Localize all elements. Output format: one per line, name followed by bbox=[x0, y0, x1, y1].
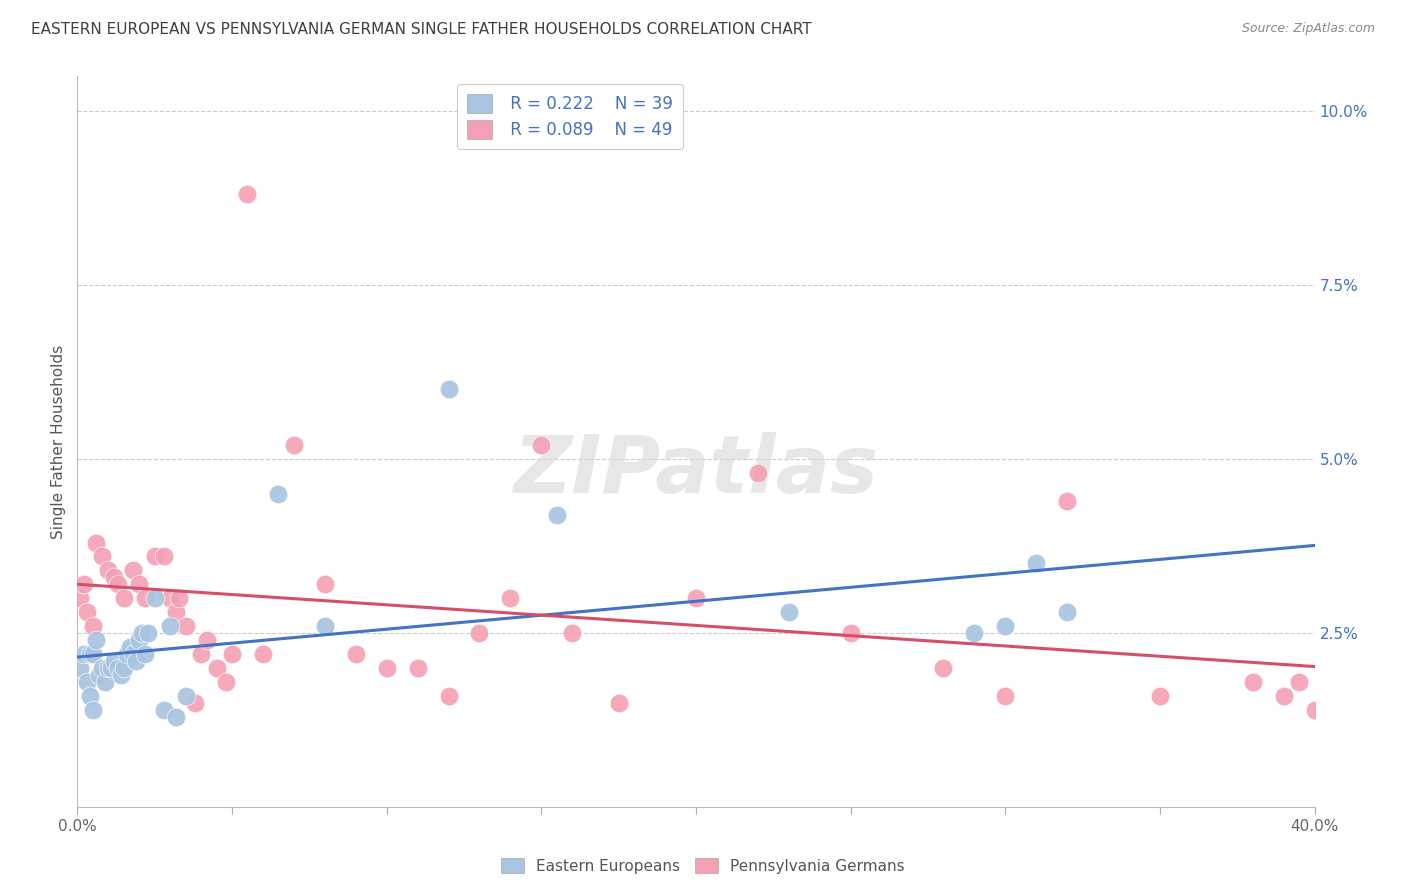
Point bbox=[607, 696, 630, 710]
Legend: Eastern Europeans, Pennsylvania Germans: Eastern Europeans, Pennsylvania Germans bbox=[495, 852, 911, 880]
Point bbox=[76, 605, 98, 619]
Point bbox=[107, 577, 129, 591]
Point bbox=[103, 654, 125, 668]
Point bbox=[561, 626, 583, 640]
Point bbox=[174, 689, 197, 703]
Point bbox=[314, 619, 336, 633]
Point bbox=[112, 591, 135, 606]
Point bbox=[685, 591, 707, 606]
Point bbox=[195, 633, 218, 648]
Point bbox=[437, 689, 460, 703]
Point bbox=[963, 626, 986, 640]
Point bbox=[134, 647, 156, 661]
Point bbox=[994, 689, 1017, 703]
Point bbox=[134, 591, 156, 606]
Text: ZIPatlas: ZIPatlas bbox=[513, 432, 879, 510]
Point bbox=[267, 487, 290, 501]
Point bbox=[69, 591, 91, 606]
Point bbox=[1303, 703, 1326, 717]
Point bbox=[82, 619, 104, 633]
Point bbox=[174, 619, 197, 633]
Point bbox=[143, 549, 166, 564]
Point bbox=[72, 647, 94, 661]
Point bbox=[87, 668, 110, 682]
Point bbox=[125, 654, 148, 668]
Point bbox=[994, 619, 1017, 633]
Point bbox=[184, 696, 207, 710]
Point bbox=[112, 661, 135, 675]
Point bbox=[97, 563, 120, 577]
Point bbox=[131, 626, 153, 640]
Text: EASTERN EUROPEAN VS PENNSYLVANIA GERMAN SINGLE FATHER HOUSEHOLDS CORRELATION CHA: EASTERN EUROPEAN VS PENNSYLVANIA GERMAN … bbox=[31, 22, 811, 37]
Point bbox=[344, 647, 367, 661]
Point bbox=[546, 508, 568, 522]
Point bbox=[375, 661, 398, 675]
Point bbox=[91, 661, 114, 675]
Point bbox=[128, 633, 150, 648]
Point bbox=[165, 605, 187, 619]
Point bbox=[91, 549, 114, 564]
Point bbox=[122, 563, 145, 577]
Point bbox=[82, 703, 104, 717]
Point bbox=[153, 549, 176, 564]
Point bbox=[169, 591, 191, 606]
Y-axis label: Single Father Households: Single Father Households bbox=[51, 344, 66, 539]
Point bbox=[1025, 557, 1047, 571]
Point bbox=[406, 661, 429, 675]
Point bbox=[252, 647, 274, 661]
Point bbox=[468, 626, 491, 640]
Text: Source: ZipAtlas.com: Source: ZipAtlas.com bbox=[1241, 22, 1375, 36]
Point bbox=[143, 591, 166, 606]
Point bbox=[79, 647, 101, 661]
Point bbox=[530, 438, 553, 452]
Point bbox=[1149, 689, 1171, 703]
Point bbox=[499, 591, 522, 606]
Point bbox=[1288, 674, 1310, 689]
Point bbox=[122, 647, 145, 661]
Point bbox=[778, 605, 800, 619]
Point bbox=[118, 640, 141, 654]
Point bbox=[84, 535, 107, 549]
Point bbox=[314, 577, 336, 591]
Point bbox=[128, 577, 150, 591]
Point bbox=[437, 382, 460, 396]
Point bbox=[1056, 493, 1078, 508]
Point bbox=[236, 187, 259, 202]
Point bbox=[94, 674, 117, 689]
Point bbox=[72, 577, 94, 591]
Point bbox=[138, 626, 160, 640]
Point bbox=[215, 674, 238, 689]
Point bbox=[107, 661, 129, 675]
Point bbox=[190, 647, 212, 661]
Point bbox=[1056, 605, 1078, 619]
Legend:  R = 0.222    N = 39,  R = 0.089    N = 49: R = 0.222 N = 39, R = 0.089 N = 49 bbox=[457, 84, 683, 149]
Point bbox=[747, 466, 769, 480]
Point bbox=[165, 709, 187, 723]
Point bbox=[153, 703, 176, 717]
Point bbox=[76, 674, 98, 689]
Point bbox=[1272, 689, 1295, 703]
Point bbox=[283, 438, 305, 452]
Point bbox=[97, 661, 120, 675]
Point bbox=[159, 619, 181, 633]
Point bbox=[69, 661, 91, 675]
Point bbox=[221, 647, 243, 661]
Point bbox=[84, 633, 107, 648]
Point bbox=[79, 689, 101, 703]
Point bbox=[839, 626, 862, 640]
Point bbox=[932, 661, 955, 675]
Point bbox=[205, 661, 228, 675]
Point bbox=[82, 647, 104, 661]
Point bbox=[100, 661, 122, 675]
Point bbox=[115, 647, 138, 661]
Point bbox=[103, 570, 125, 584]
Point bbox=[159, 591, 181, 606]
Point bbox=[1241, 674, 1264, 689]
Point bbox=[110, 668, 132, 682]
